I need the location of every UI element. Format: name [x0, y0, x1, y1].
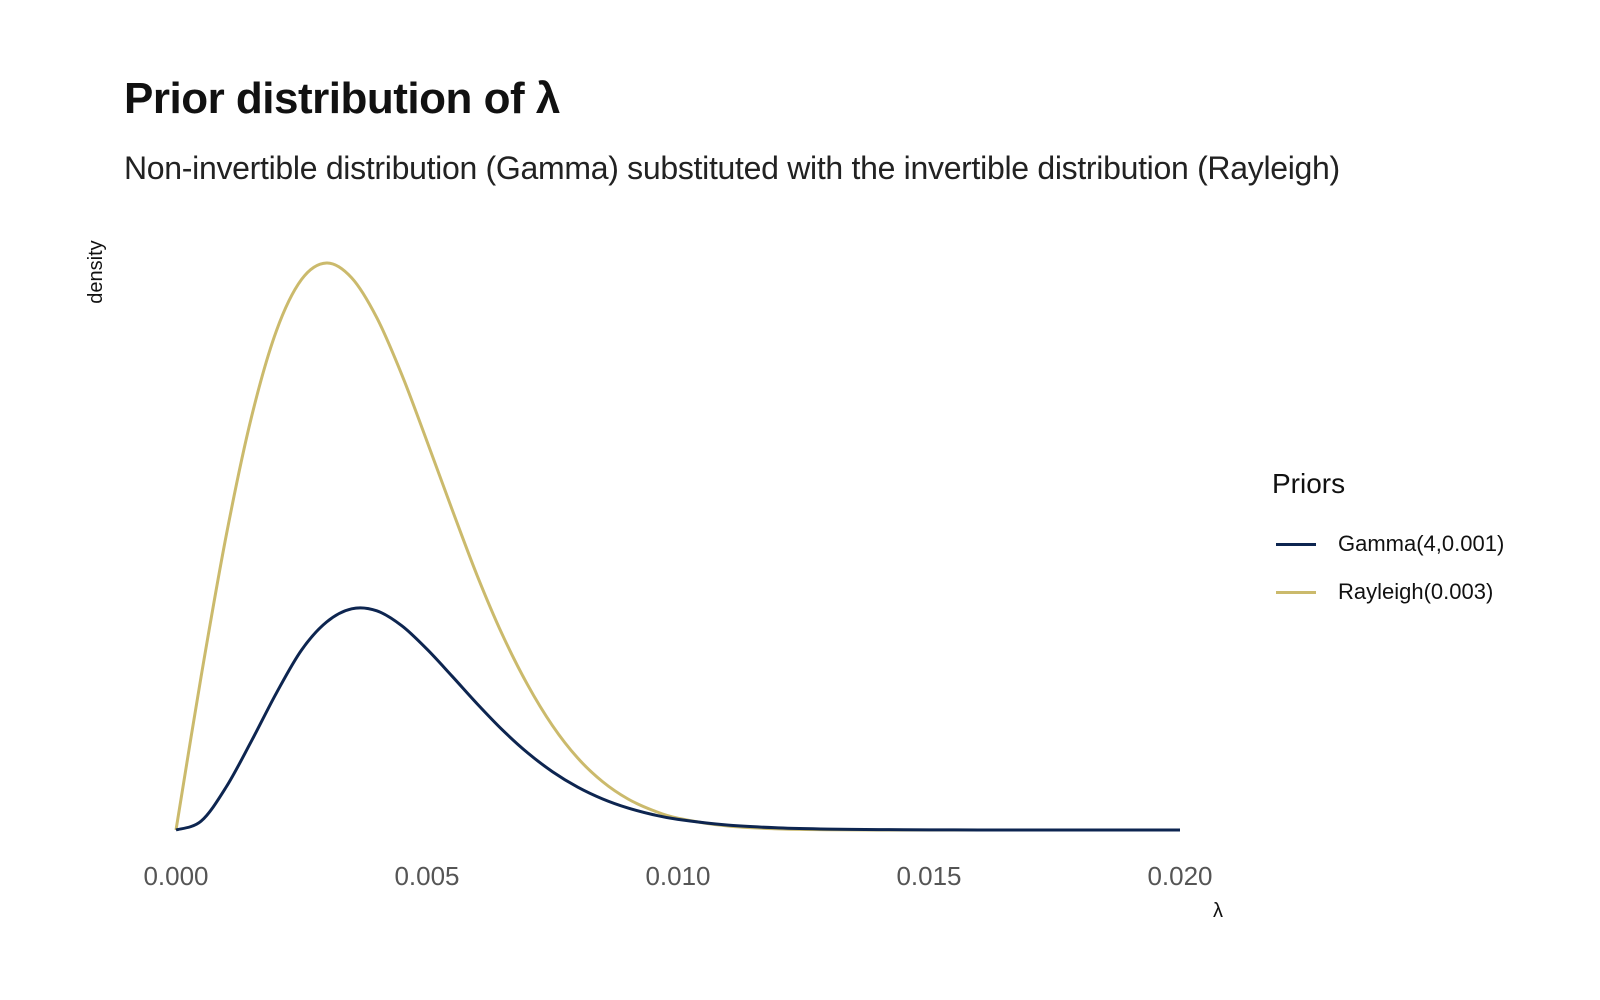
x-tick-labels: 0.000 0.005 0.010 0.015 0.020: [143, 861, 1212, 891]
x-tick-label: 0.000: [143, 861, 208, 891]
series-lines: [174, 261, 1180, 832]
legend: Priors Gamma(4,0.001) Rayleigh(0.003): [1272, 468, 1572, 616]
legend-swatch-gamma: [1276, 542, 1316, 546]
y-axis-label: density: [85, 240, 107, 303]
x-tick-label: 0.005: [394, 861, 459, 891]
x-tick-label: 0.010: [645, 861, 710, 891]
chart-subtitle: Non-invertible distribution (Gamma) subs…: [124, 150, 1340, 186]
legend-label-gamma: Gamma(4,0.001): [1338, 531, 1505, 556]
x-tick-label: 0.020: [1147, 861, 1212, 891]
x-axis-label: λ: [1213, 900, 1223, 922]
x-tick-label: 0.015: [896, 861, 961, 891]
legend-title: Priors: [1272, 468, 1346, 499]
series-line-gamma: [175, 606, 1180, 832]
legend-label-rayleigh: Rayleigh(0.003): [1338, 579, 1494, 604]
chart-title: Prior distribution of λ: [124, 74, 560, 123]
legend-item-gamma: Gamma(4,0.001): [1272, 520, 1572, 568]
series-line-rayleigh: [174, 261, 1180, 832]
legend-swatch-rayleigh: [1276, 590, 1316, 594]
legend-item-rayleigh: Rayleigh(0.003): [1272, 568, 1572, 616]
